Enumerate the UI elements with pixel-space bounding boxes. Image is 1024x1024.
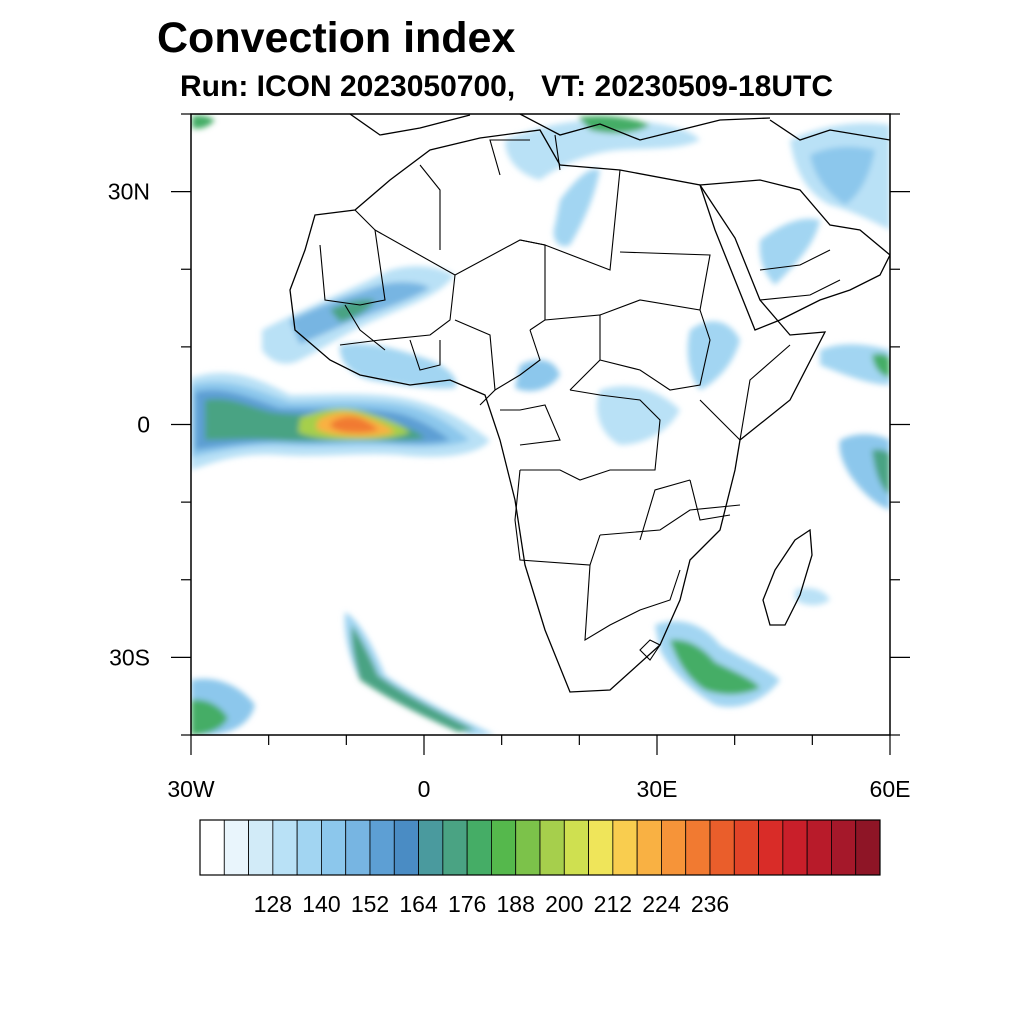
- colorbar-swatch: [393, 819, 419, 876]
- convection-field-east-africa: [515, 321, 740, 445]
- colorbar-swatch: [466, 819, 492, 876]
- colorbar-swatch: [612, 819, 638, 876]
- colorbar-swatch: [369, 819, 395, 876]
- colorbar-label: 188: [497, 891, 535, 917]
- convection-field-north-africa: [192, 115, 700, 247]
- chart-title: Convection index: [157, 14, 516, 62]
- vt-label: VT:: [541, 70, 587, 103]
- country-borders: [319, 134, 841, 661]
- y-tick-label: 30S: [109, 644, 150, 670]
- colorbar-label: 224: [642, 891, 681, 917]
- y-tick-label: 30N: [108, 179, 150, 205]
- field-layer: [191, 114, 890, 735]
- colorbar-swatch: [758, 819, 784, 876]
- colorbar-swatch: [563, 819, 589, 876]
- colorbar-swatch: [296, 819, 322, 876]
- arabia-coastline: [699, 179, 890, 331]
- colorbar-label: 176: [448, 891, 486, 917]
- x-tick-label: 30W: [167, 776, 215, 802]
- colorbar-swatch: [733, 819, 759, 876]
- colorbar-swatch: [223, 819, 249, 876]
- x-tick-label: 0: [418, 776, 431, 802]
- colorbar-swatch: [321, 819, 347, 876]
- colorbar-swatch: [588, 819, 614, 876]
- colorbar-label: 128: [254, 891, 292, 917]
- colorbar-label: 236: [691, 891, 729, 917]
- colorbar-swatch: [515, 819, 541, 876]
- colorbar-label: 140: [302, 891, 340, 917]
- convection-field-indian-ocean: [820, 344, 890, 510]
- colorbar-swatch: [782, 819, 808, 876]
- colorbar-frame: [199, 819, 881, 876]
- colorbar: 128 140 152 164 176 188 200 212 224 236: [199, 819, 881, 917]
- colorbar-swatch: [248, 819, 274, 876]
- chart-subtitle: Run: ICON 2023050700, VT: 20230509-18UTC: [180, 70, 833, 104]
- y-tick-label: 0: [137, 412, 150, 438]
- x-tick-label: 30E: [637, 776, 678, 802]
- run-value: ICON 2023050700,: [256, 70, 516, 103]
- axis-tick-labels: 30W 0 30E 60E 30N 0 30S: [108, 179, 911, 802]
- colorbar-swatch: [831, 819, 857, 876]
- colorbar-swatch: [855, 819, 881, 876]
- x-tick-label: 60E: [870, 776, 911, 802]
- convection-field-west-africa: [262, 266, 457, 389]
- colorbar-label: 200: [545, 891, 583, 917]
- vt-value: 20230509-18UTC: [594, 70, 834, 103]
- africa-coastline: [289, 129, 827, 693]
- madagascar-outline: [762, 528, 813, 626]
- convection-field-atlantic: [191, 373, 490, 470]
- colorbar-swatch: [491, 819, 517, 876]
- colorbar-label: 164: [399, 891, 438, 917]
- colorbar-swatch: [685, 819, 711, 876]
- colorbar-swatch: [199, 819, 225, 876]
- run-label: Run:: [180, 70, 249, 103]
- colorbar-label: 152: [351, 891, 389, 917]
- convection-field-south-africa: [655, 588, 830, 708]
- colorbar-swatch: [636, 819, 662, 876]
- colorbar-swatch: [345, 819, 371, 876]
- convection-field-arabia: [759, 123, 890, 285]
- colorbar-swatch: [661, 819, 687, 876]
- colorbar-swatch: [806, 819, 832, 876]
- colorbar-label: 212: [594, 891, 632, 917]
- mediterranean-north-shore: [349, 114, 890, 141]
- colorbar-swatch: [539, 819, 565, 876]
- colorbar-swatch: [418, 819, 444, 876]
- convection-field-south-atlantic: [191, 612, 495, 735]
- colorbar-swatch: [272, 819, 298, 876]
- axis-ticks: [171, 113, 910, 755]
- colorbar-swatch: [709, 819, 735, 876]
- colorbar-swatch: [442, 819, 468, 876]
